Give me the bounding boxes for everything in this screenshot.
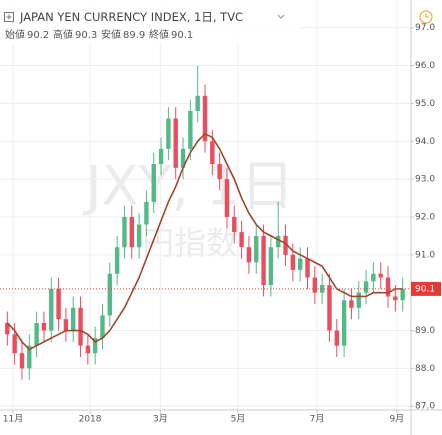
candle-body bbox=[5, 322, 10, 335]
candle-body bbox=[144, 201, 149, 225]
candle-body bbox=[217, 163, 222, 180]
x-tick-label: 3月 bbox=[153, 414, 168, 425]
candle-body bbox=[195, 95, 200, 111]
x-tick-label: 5月 bbox=[231, 414, 246, 425]
x-tick-label: 7月 bbox=[310, 414, 325, 425]
candle-body bbox=[85, 345, 91, 354]
dropdown-icon[interactable] bbox=[277, 14, 285, 19]
candle-body bbox=[158, 148, 164, 164]
collapse-icon[interactable] bbox=[4, 12, 14, 22]
x-tick-label: 11月 bbox=[3, 414, 23, 425]
candle-body bbox=[173, 118, 178, 168]
watermark-text: JXY, 1日 bbox=[83, 155, 295, 218]
candle-body bbox=[276, 235, 281, 248]
ohlc-label: 高値 bbox=[53, 28, 73, 41]
candle-body bbox=[349, 300, 354, 308]
candle-body bbox=[56, 288, 61, 320]
candle-body bbox=[334, 330, 339, 346]
y-tick-label: 93.0 bbox=[415, 175, 435, 185]
candle-body bbox=[166, 118, 171, 149]
candle-body bbox=[393, 296, 398, 301]
candle-body bbox=[107, 273, 113, 316]
candle-body bbox=[188, 110, 193, 149]
y-tick-label: 91.0 bbox=[415, 250, 435, 260]
candle-body bbox=[78, 307, 83, 346]
candle-body bbox=[71, 307, 76, 331]
y-tick-label: 87.0 bbox=[415, 402, 435, 412]
candle-body bbox=[202, 95, 208, 142]
y-tick-label: 92.0 bbox=[415, 212, 435, 222]
candle-body bbox=[100, 315, 105, 339]
candle-body bbox=[319, 285, 325, 293]
y-tick-label: 89.0 bbox=[415, 326, 435, 336]
candle-body bbox=[19, 353, 25, 369]
candle-body bbox=[49, 288, 54, 331]
candle-body bbox=[122, 216, 127, 248]
candle-body bbox=[363, 281, 369, 293]
candle-body bbox=[341, 300, 347, 346]
candle-body bbox=[297, 258, 303, 270]
candle-body bbox=[41, 322, 47, 331]
candle-body bbox=[261, 235, 266, 286]
candle-body bbox=[356, 292, 361, 308]
x-tick-label: 9月 bbox=[389, 414, 404, 425]
candle-body bbox=[371, 273, 376, 282]
last-price-label: 90.1 bbox=[415, 284, 435, 294]
candle-body bbox=[239, 232, 244, 248]
ohlc-label: 終値 bbox=[149, 28, 169, 41]
plot bbox=[5, 65, 405, 380]
y-tick-label: 97.0 bbox=[415, 23, 435, 33]
last-price-badge bbox=[411, 281, 441, 296]
candle-body bbox=[385, 277, 391, 297]
candle-body bbox=[327, 285, 332, 331]
header-bg bbox=[0, 0, 300, 44]
ohlc-value: 89.9 bbox=[123, 30, 145, 41]
ohlc-label: 始値 bbox=[5, 28, 25, 41]
chart-title: JAPAN YEN CURRENCY INDEX, 1日, TVC bbox=[19, 10, 243, 24]
candle-body bbox=[254, 235, 259, 263]
candle-body bbox=[129, 216, 134, 248]
candle-body bbox=[27, 345, 32, 369]
candle-body bbox=[232, 216, 237, 233]
candle-body bbox=[34, 322, 39, 346]
candle-body bbox=[210, 141, 215, 164]
candle-body bbox=[136, 224, 142, 248]
candle-body bbox=[224, 179, 230, 217]
candle-body bbox=[92, 338, 98, 354]
y-tick-label: 94.0 bbox=[415, 137, 435, 147]
y-tick-label: 95.0 bbox=[415, 99, 435, 109]
x-tick-label: 2018 bbox=[79, 415, 102, 425]
candle-body bbox=[246, 247, 252, 263]
candle-body bbox=[12, 334, 17, 354]
watermark-text: 円指数 bbox=[142, 224, 238, 262]
clock-icon bbox=[425, 13, 429, 18]
y-tick-label: 88.0 bbox=[415, 364, 435, 374]
candle-body bbox=[180, 148, 186, 168]
clock-icon[interactable] bbox=[419, 10, 433, 24]
candle-body bbox=[378, 273, 383, 278]
ohlc-row: 始値 90.2 高値 90.3 安値 89.9 終値 90.1 bbox=[5, 28, 193, 41]
candle-body bbox=[63, 319, 69, 331]
ohlc-value: 90.3 bbox=[75, 30, 97, 41]
candle-body bbox=[283, 235, 288, 255]
ohlc-value: 90.2 bbox=[27, 30, 49, 41]
candle-body bbox=[268, 247, 274, 286]
candle-body bbox=[305, 258, 310, 278]
candle-body bbox=[400, 288, 405, 301]
ohlc-label: 安値 bbox=[101, 28, 121, 41]
ohlc-value: 90.1 bbox=[171, 30, 193, 41]
y-tick-label: 96.0 bbox=[415, 61, 435, 71]
candle-body bbox=[114, 247, 120, 274]
candle-body bbox=[312, 277, 318, 293]
candle-body bbox=[290, 254, 296, 270]
candle-body bbox=[151, 163, 156, 202]
